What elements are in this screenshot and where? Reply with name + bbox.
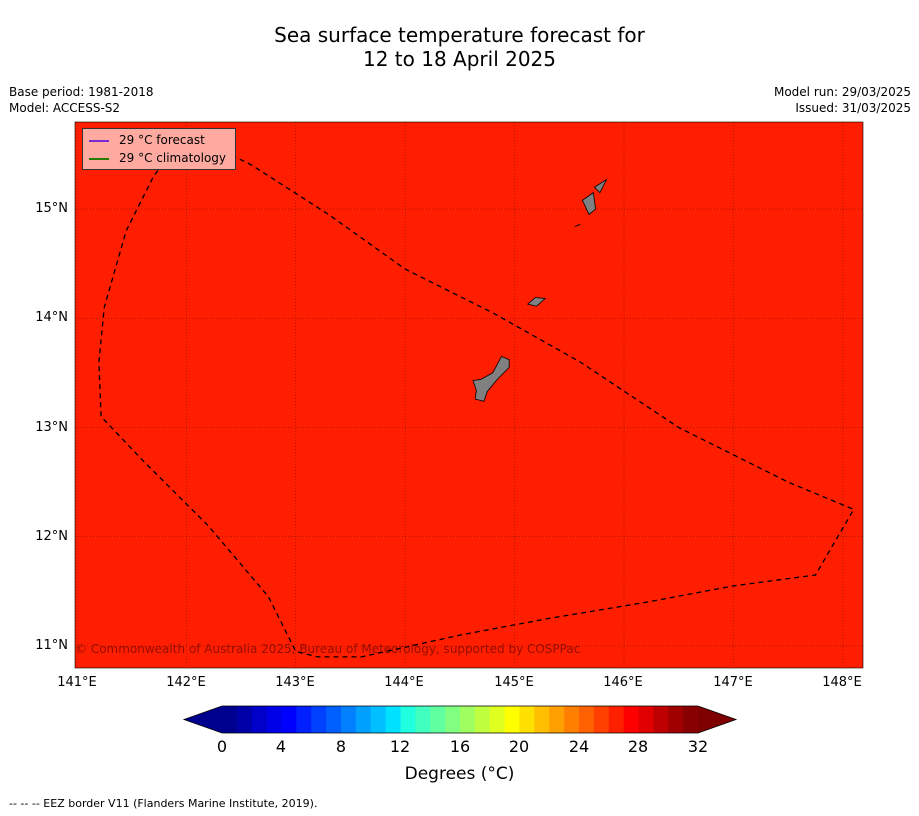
map-frame [74,121,864,669]
colorbar-tick-label: 4 [275,737,287,756]
lat-tick-label: 11°N [35,638,68,653]
legend-forecast-label: 29 °C forecast [119,133,205,147]
forecast-line-swatch [89,139,109,142]
colorbar-swatch [430,706,446,733]
island [581,191,596,216]
lon-tick-label: 141°E [57,675,97,690]
climatology-line-swatch [89,157,109,160]
colorbar-under-arrow [184,706,222,733]
colorbar-swatch [311,706,327,733]
lat-tick-label: 13°N [35,420,68,435]
colorbar-tick-label: 12 [389,737,411,756]
sst-field [75,122,863,668]
map-legend: 29 °C forecast 29 °C climatology [82,128,236,170]
colorbar-tick-label: 32 [687,737,709,756]
island [574,223,581,227]
colorbar-swatch [534,706,550,733]
issued-text: Issued: 31/03/2025 [795,101,911,115]
land-masses [472,178,608,402]
map-title-line-1: Sea surface temperature forecast for [274,23,645,47]
colorbar-swatch [296,706,312,733]
lon-tick-label: 142°E [166,675,206,690]
copyright-text: © Commonwealth of Australia 2025, Bureau… [75,642,581,656]
colorbar-tick-label: 16 [449,737,471,756]
colorbar-swatch [341,706,357,733]
colorbar-tick-label: 8 [335,737,347,756]
island [593,178,608,194]
lon-tick-label: 145°E [494,675,534,690]
island [472,355,510,402]
lat-tick-label: 14°N [35,310,68,325]
colorbar-swatch [355,706,372,733]
colorbar-swatch [385,706,401,733]
model-text: Model: ACCESS-S2 [9,101,121,115]
colorbar-swatch [504,706,520,733]
colorbar-swatch [638,706,654,733]
colorbar-swatch [668,706,684,733]
colorbar-tick-label: 0 [216,737,228,756]
legend-item-climatology: 29 °C climatology [89,151,226,165]
lon-tick-label: 147°E [713,675,753,690]
colorbar-swatch [683,706,699,733]
colorbar-swatch [623,706,639,733]
colorbar-over-arrow [698,706,736,733]
colorbar-swatch [564,706,580,733]
legend-climatology-label: 29 °C climatology [119,151,227,165]
colorbar-swatch [236,706,253,733]
meta-left: Base period: 1981-2018 Model: ACCESS-S2 [9,84,154,116]
lat-tick-label: 15°N [35,201,68,216]
colorbar-swatch [222,706,238,733]
colorbar-swatch [489,706,506,733]
colorbar-swatch [653,706,669,733]
lat-tick-label: 12°N [35,529,68,544]
colorbar-tick-label: 28 [627,737,649,756]
colorbar-swatch [370,706,387,733]
colorbar-swatch [251,706,268,733]
colorbar-tick-label: 20 [508,737,530,756]
colorbar-swatch [608,706,625,733]
legend-item-forecast: 29 °C forecast [89,133,205,147]
colorbar-swatch [281,706,297,733]
eez-source-note: -- -- -- EEZ border V11 (Flanders Marine… [9,797,318,810]
colorbar-swatch [266,706,282,733]
colorbar-outline [182,705,738,734]
colorbar-swatch [326,706,342,733]
colorbar-label: Degrees (°C) [404,764,515,784]
colorbar-swatch [445,706,461,733]
lon-tick-label: 143°E [275,675,315,690]
lon-tick-label: 148°E [822,675,862,690]
island [526,297,547,307]
colorbar-swatch [400,706,416,733]
model-run-text: Model run: 29/03/2025 [773,85,911,99]
eez-border [98,131,855,658]
colorbar-swatch [474,706,491,733]
colorbar-swatch [593,706,610,733]
graticule [75,122,863,668]
colorbar-tick-label: 24 [568,737,590,756]
lon-tick-label: 146°E [603,675,643,690]
lon-tick-label: 144°E [384,675,424,690]
base-period-text: Base period: 1981-2018 [9,85,154,99]
colorbar-swatch [549,706,565,733]
colorbar-swatch [579,706,595,733]
meta-right: Model run: 29/03/2025 Issued: 31/03/2025 [774,84,911,116]
colorbar-swatch [519,706,535,733]
map-title-line-2: 12 to 18 April 2025 [362,47,557,71]
colorbar [182,705,738,734]
colorbar-swatch [460,706,476,733]
colorbar-swatch [415,706,431,733]
